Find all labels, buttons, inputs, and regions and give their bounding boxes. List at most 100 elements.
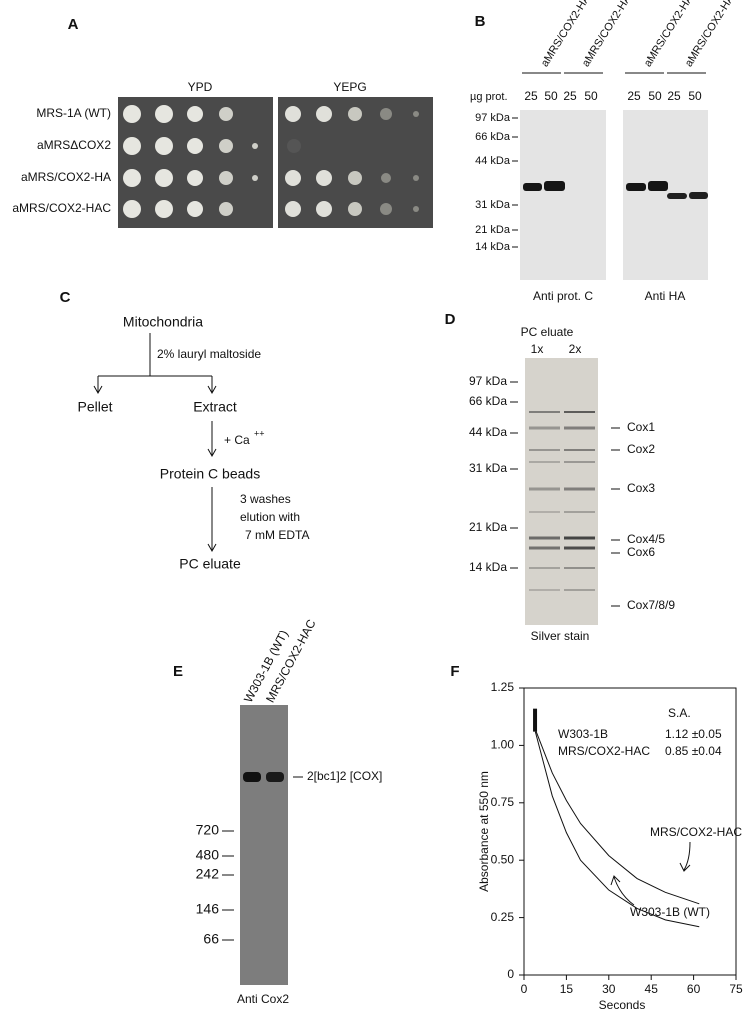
colony-spot: [316, 106, 332, 122]
band: [243, 772, 261, 782]
strain: MRS-1A (WT): [36, 106, 111, 120]
band: [689, 192, 708, 199]
colony-spot: [316, 201, 332, 217]
band-label: Cox3: [627, 481, 655, 495]
gel-band: [564, 461, 595, 463]
band: [648, 181, 668, 191]
series-label: W303-1B (WT): [630, 905, 710, 919]
step-note: + Ca: [224, 433, 250, 447]
amount: 50: [688, 89, 702, 103]
colony-spot: [219, 171, 233, 185]
amount: 25: [627, 89, 641, 103]
panel-letter: F: [450, 663, 459, 680]
labels: 97 kDa 66 kDa 44 kDa 31 kDa 21 kDa 14 kDa Cox1…: [469, 374, 675, 612]
amount-label: µg prot.: [470, 91, 508, 103]
gel-band: [564, 546, 595, 550]
colony-spot: [155, 200, 173, 218]
panel-letter: C: [60, 289, 71, 306]
gel-band: [529, 487, 560, 491]
stain: Silver stain: [531, 629, 590, 643]
band-label: Cox1: [627, 420, 655, 434]
colony-spot: [123, 137, 141, 155]
colony-spot: [316, 170, 332, 186]
gel-band: [529, 449, 560, 451]
colony-spot: [252, 143, 258, 149]
band-label: Cox2: [627, 442, 655, 456]
colony-spot: [155, 105, 173, 123]
gel-band: [529, 589, 560, 591]
series-line: [534, 729, 700, 905]
x-tick-label: 75: [729, 982, 743, 996]
colony-spot: [155, 169, 173, 187]
colony-spot: [219, 107, 233, 121]
y-tick-label: 0.25: [491, 910, 515, 924]
y-tick-label: 0.50: [491, 852, 515, 866]
gel-band: [564, 426, 595, 430]
gel: [240, 705, 288, 985]
blot: [520, 110, 606, 280]
annotation: 1.12 ±0.05: [665, 727, 722, 741]
colony-spot: [348, 171, 362, 185]
y-tick-label: 0: [507, 967, 514, 981]
markers: 97 kDa 66 kDa 44 kDa 31 kDa 21 kDa 14 kDa: [475, 112, 518, 253]
gel-band: [529, 511, 560, 513]
marker-label: 97 kDa: [475, 112, 511, 124]
series-line: [534, 731, 700, 928]
colony-spot: [413, 206, 419, 212]
complex: 2[bc1]2 [COX]: [307, 769, 382, 783]
amount: 25: [563, 89, 577, 103]
lane-label: 1x: [531, 342, 544, 356]
colony-spot: [219, 139, 233, 153]
colony-spot: [381, 173, 391, 183]
colony-spot: [413, 175, 419, 181]
sample: PC eluate: [521, 325, 574, 339]
step: Pellet: [77, 399, 112, 415]
annotation: S.A.: [668, 706, 691, 720]
gel-band: [564, 411, 595, 413]
colony-spot: [219, 202, 233, 216]
series-label: MRS/COX2-HAC: [650, 825, 742, 839]
panel-letter: B: [475, 13, 486, 30]
gel-band: [564, 511, 595, 513]
gel-band: [564, 487, 595, 491]
gel-band: [529, 536, 560, 540]
colony-spot: [123, 200, 141, 218]
marker-label: 66 kDa: [469, 394, 507, 408]
gel-band: [564, 449, 595, 451]
step-note: ++: [254, 428, 265, 438]
label-arrow: [679, 841, 691, 872]
colony-spot: [187, 201, 203, 217]
condition: YPD: [188, 80, 213, 94]
antibody: Anti prot. C: [533, 289, 593, 303]
gel: [525, 358, 598, 625]
arrow: [207, 421, 217, 458]
amount: 25: [524, 89, 538, 103]
gel-band: [529, 546, 560, 550]
marker-label: 21 kDa: [469, 520, 507, 534]
plot-frame: [523, 687, 737, 976]
marker-label: 66 kDa: [475, 131, 511, 143]
colony-spot: [285, 170, 301, 186]
marker-label: 66: [203, 931, 219, 947]
colony-spot: [187, 106, 203, 122]
step: Extract: [193, 399, 237, 415]
panel-letter: A: [68, 16, 79, 33]
colony-spot: [123, 169, 141, 187]
x-axis-label: Seconds: [599, 998, 646, 1012]
marker-label: 14 kDa: [469, 560, 507, 574]
amount: 50: [544, 89, 558, 103]
strain: aMRS/COX2-HA: [21, 170, 111, 184]
colony-spot: [285, 201, 301, 217]
lane-label: aMRS/COX2-HA: [580, 0, 634, 69]
y-tick-label: 1.00: [491, 738, 515, 752]
band: [667, 193, 687, 199]
amount: 50: [648, 89, 662, 103]
condition: YEPG: [333, 80, 366, 94]
gel-band: [529, 426, 560, 430]
step-note: 7 mM EDTA: [245, 528, 309, 542]
colony-spot: [287, 139, 301, 153]
arrow: [93, 376, 217, 395]
colony-spot: [348, 202, 362, 216]
marker-label: 21 kDa: [475, 224, 511, 236]
step: Mitochondria: [123, 314, 203, 330]
